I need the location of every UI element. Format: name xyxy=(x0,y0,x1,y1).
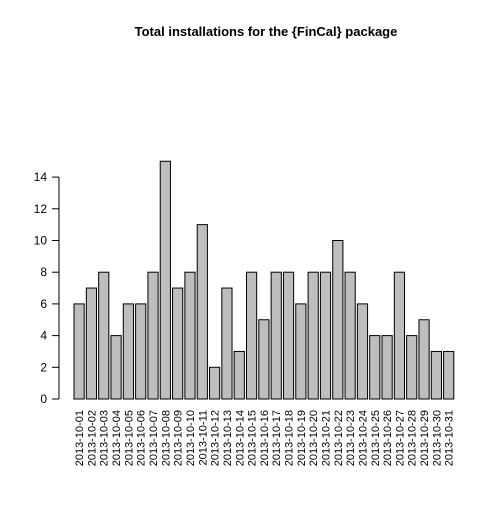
bar xyxy=(233,350,245,400)
x-tick-label: 2013-10-27 xyxy=(394,410,406,466)
bar xyxy=(344,271,356,400)
bar xyxy=(184,271,196,400)
bar xyxy=(356,303,369,400)
x-tick-label: 2013-10-04 xyxy=(111,410,123,466)
x-tick-label: 2013-10-11 xyxy=(197,410,209,465)
y-tick-label: 8 xyxy=(40,265,47,279)
x-tick-label: 2013-10-19 xyxy=(296,410,308,466)
bar xyxy=(85,287,98,400)
y-axis: 0 2 4 6 8 10 12 14 xyxy=(34,170,60,406)
x-tick-label: 2013-10-12 xyxy=(210,410,222,466)
bar xyxy=(430,350,442,400)
bar xyxy=(319,271,332,400)
bar xyxy=(209,366,221,400)
bar xyxy=(221,287,233,400)
x-tick-label: 2013-10-24 xyxy=(357,410,369,466)
y-tick-label: 12 xyxy=(34,202,48,216)
x-tick-label: 2013-10-02 xyxy=(86,410,98,466)
x-tick-label: 2013-10-16 xyxy=(259,410,271,466)
bar xyxy=(73,303,85,400)
bar xyxy=(406,335,418,400)
y-tick-label: 6 xyxy=(40,297,47,311)
x-tick-label: 2013-10-25 xyxy=(370,410,382,466)
bar xyxy=(159,160,171,400)
bar xyxy=(381,335,393,400)
x-tick-label: 2013-10-29 xyxy=(419,410,431,466)
x-tick-label: 2013-10-01 xyxy=(74,410,86,466)
bar xyxy=(122,303,134,400)
x-tick-label: 2013-10-10 xyxy=(185,410,197,466)
x-tick-label: 2013-10-17 xyxy=(271,410,283,466)
bar xyxy=(258,319,270,400)
bar xyxy=(295,303,307,400)
bar xyxy=(307,271,319,400)
x-tick-label: 2013-10-15 xyxy=(247,410,259,466)
x-tick-label: 2013-10-05 xyxy=(123,410,135,466)
bar xyxy=(369,335,381,400)
x-tick-label: 2013-10-28 xyxy=(407,410,419,466)
x-tick-label: 2013-10-26 xyxy=(382,410,394,466)
x-tick-label: 2013-10-13 xyxy=(222,410,234,466)
y-tick-label: 4 xyxy=(40,329,47,343)
x-tick-label: 2013-10-07 xyxy=(148,410,160,466)
bar xyxy=(147,271,159,400)
x-tick-label: 2013-10-20 xyxy=(308,410,320,466)
x-tick-label: 2013-10-31 xyxy=(444,410,456,466)
bar xyxy=(196,224,208,400)
bar xyxy=(270,271,282,400)
y-tick-label: 14 xyxy=(34,170,48,184)
x-tick-label: 2013-10-06 xyxy=(136,410,148,466)
bar xyxy=(332,240,344,400)
bar xyxy=(172,287,184,400)
x-tick-label: 2013-10-23 xyxy=(345,410,357,466)
x-tick-label: 2013-10-03 xyxy=(99,410,111,466)
bar xyxy=(443,350,455,400)
chart-title: Total installations for the {FinCal} pac… xyxy=(135,24,398,39)
bar xyxy=(282,271,295,400)
x-tick-label: 2013-10-18 xyxy=(284,410,296,466)
x-tick-label: 2013-10-30 xyxy=(431,410,443,466)
bars-group xyxy=(73,160,455,400)
bar xyxy=(418,319,430,400)
y-tick-label: 0 xyxy=(40,392,47,406)
bar xyxy=(245,271,258,400)
y-tick-label: 2 xyxy=(40,360,47,374)
x-tick-label: 2013-10-21 xyxy=(321,410,333,466)
x-tick-label: 2013-10-22 xyxy=(333,410,345,466)
x-tick-labels: 2013-10-01 2013-10-02 2013-10-03 2013-10-04… xyxy=(74,410,456,466)
y-tick-label: 10 xyxy=(34,234,48,248)
bar xyxy=(110,335,122,400)
x-tick-label: 2013-10-14 xyxy=(234,410,246,466)
bar xyxy=(393,271,406,400)
bar xyxy=(135,303,147,400)
x-tick-label: 2013-10-09 xyxy=(173,410,185,466)
bar xyxy=(98,271,110,400)
x-tick-label: 2013-10-08 xyxy=(160,410,172,466)
